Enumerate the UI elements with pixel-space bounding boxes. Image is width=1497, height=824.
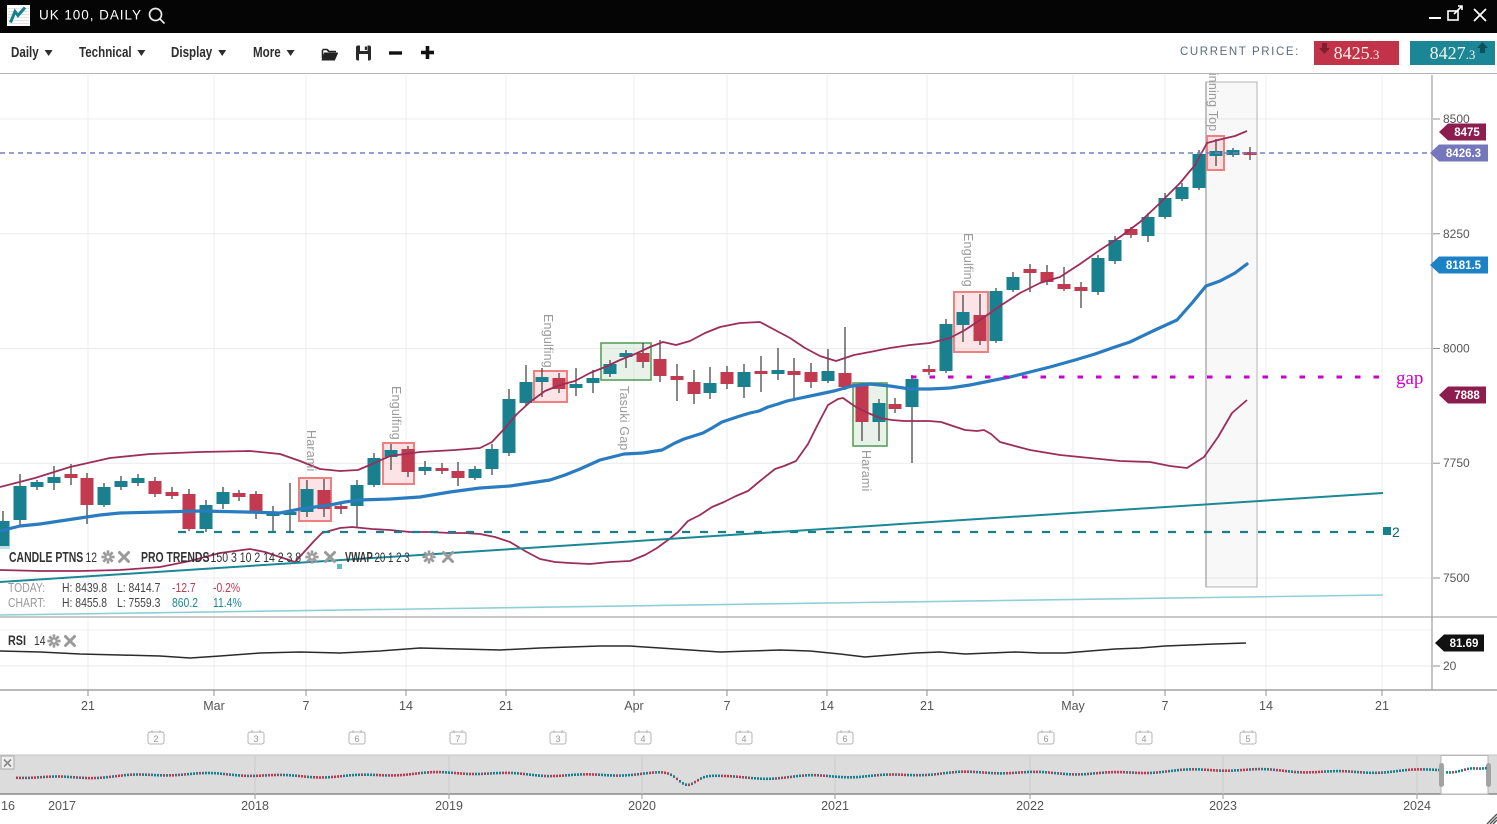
svg-text:4: 4	[1141, 734, 1146, 744]
svg-text:H: 8439.8: H: 8439.8	[62, 581, 107, 595]
svg-text:7750: 7750	[1443, 456, 1470, 470]
svg-text:6: 6	[1043, 734, 1048, 744]
svg-text:21: 21	[920, 699, 934, 713]
svg-text:14: 14	[820, 699, 834, 713]
svg-text:CHART:: CHART:	[8, 596, 45, 610]
svg-text:6: 6	[842, 734, 847, 744]
svg-text:7: 7	[1162, 699, 1169, 713]
svg-text:4: 4	[640, 734, 645, 744]
svg-text:8426.3: 8426.3	[1446, 148, 1481, 160]
svg-text:16: 16	[1, 799, 15, 813]
svg-text:CANDLE PTNS: CANDLE PTNS	[9, 549, 83, 565]
svg-text:4: 4	[741, 734, 746, 744]
svg-text:Engulfing: Engulfing	[541, 314, 555, 368]
svg-text:12: 12	[86, 550, 98, 566]
svg-text:21: 21	[499, 699, 513, 713]
svg-text:H: 8455.8: H: 8455.8	[62, 596, 107, 610]
svg-text:Tasuki Gap: Tasuki Gap	[617, 386, 631, 451]
svg-text:Engulfing: Engulfing	[389, 386, 403, 440]
svg-text:RSI: RSI	[8, 633, 26, 648]
svg-text:20 1 2 3: 20 1 2 3	[375, 551, 410, 566]
svg-text:21: 21	[1375, 699, 1389, 713]
svg-text:Harami: Harami	[859, 450, 873, 491]
svg-text:2024: 2024	[1403, 799, 1431, 813]
svg-text:2022: 2022	[1016, 799, 1044, 813]
svg-text:2020: 2020	[628, 799, 656, 813]
svg-text:Spinning Top: Spinning Top	[1206, 74, 1220, 131]
svg-text:860.2: 860.2	[172, 596, 198, 610]
svg-text:2: 2	[1392, 524, 1400, 540]
svg-text:Apr: Apr	[624, 699, 643, 713]
svg-text:May: May	[1061, 699, 1085, 713]
svg-text:3: 3	[555, 734, 560, 744]
svg-text:2017: 2017	[48, 799, 76, 813]
svg-text:8250: 8250	[1443, 227, 1470, 241]
svg-text:81.69: 81.69	[1450, 638, 1479, 650]
svg-text:2021: 2021	[821, 799, 849, 813]
svg-text:20: 20	[1443, 659, 1457, 673]
svg-text:7: 7	[455, 734, 460, 744]
svg-text:11.4%: 11.4%	[213, 596, 242, 610]
svg-text:14: 14	[34, 634, 46, 648]
svg-text:14: 14	[1259, 699, 1273, 713]
svg-text:8000: 8000	[1443, 342, 1470, 356]
svg-text:Mar: Mar	[203, 699, 225, 713]
svg-text:Harami: Harami	[304, 430, 318, 471]
svg-text:14: 14	[399, 699, 413, 713]
svg-text:6: 6	[354, 734, 359, 744]
svg-text:2018: 2018	[241, 799, 269, 813]
svg-text:Engulfing: Engulfing	[961, 233, 975, 287]
svg-text:L: 7559.3: L: 7559.3	[117, 596, 161, 610]
svg-text:2023: 2023	[1209, 799, 1237, 813]
svg-text:-12.7: -12.7	[172, 581, 196, 595]
svg-text:PRO TRENDS: PRO TRENDS	[141, 549, 209, 565]
svg-text:TODAY:: TODAY:	[8, 581, 45, 595]
svg-text:2: 2	[153, 734, 158, 744]
svg-text:7: 7	[303, 699, 310, 713]
svg-text:-0.2%: -0.2%	[213, 581, 241, 595]
svg-text:2019: 2019	[435, 799, 463, 813]
svg-text:8500: 8500	[1443, 112, 1470, 126]
svg-text:5: 5	[1245, 734, 1250, 744]
svg-text:8475: 8475	[1454, 127, 1480, 139]
svg-text:7888: 7888	[1454, 390, 1480, 402]
svg-text:VWAP: VWAP	[345, 549, 373, 566]
svg-text:UK 100, DAILY: UK 100, DAILY	[39, 8, 142, 23]
svg-text:8181.5: 8181.5	[1446, 260, 1482, 272]
svg-text:150 3 10 2 14 2 3 8: 150 3 10 2 14 2 3 8	[211, 550, 302, 566]
svg-text:7: 7	[724, 699, 731, 713]
svg-text:L: 8414.7: L: 8414.7	[117, 581, 160, 595]
svg-text:3: 3	[253, 734, 258, 744]
svg-text:7500: 7500	[1443, 571, 1470, 585]
svg-text:gap: gap	[1396, 368, 1423, 389]
svg-text:21: 21	[81, 699, 95, 713]
